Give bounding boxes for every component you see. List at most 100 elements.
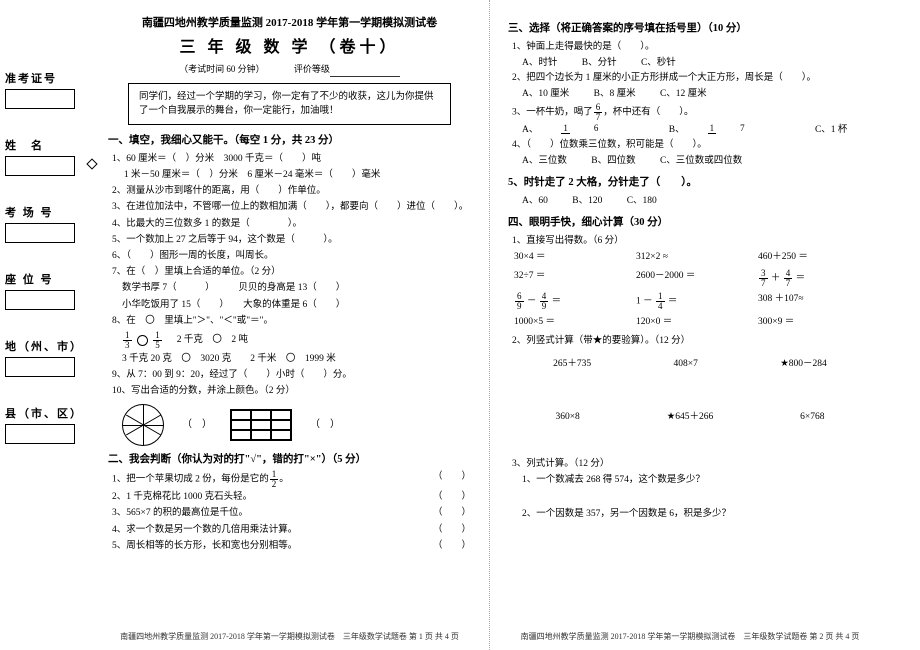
opt: C、1 杯 [815,123,847,138]
q1-7a: 数学书厚 7（ ） 贝贝的身高是 13（ ） [108,281,471,296]
q3-4-opts: A、三位数 B、四位数 C、三位数或四位数 [508,154,872,169]
q4-3b: 2、一个因数是 357，另一个因数是 6，积是多少？ [508,507,872,522]
q3-4: 4、（ ）位数乘三位数，积可能是（ ）。 [508,138,872,153]
paren-blank[interactable]: （ ） [310,417,340,433]
q1-7: 7、在（ ）里填上合适的单位。（2 分） [108,265,471,280]
q1-5: 5、一个数加上 27 之后等于 94，这个数是（ ）。 [108,233,471,248]
margin-label: 座 位 号 [5,271,85,287]
q2-4: 4、求一个数是另一个数的几倍用乘法计算。（ ） [108,523,471,538]
calc-item: ★800－284 [780,357,827,372]
q2-5: 5、周长相等的长方形，长和宽也分别相等。（ ） [108,539,471,554]
work-space [508,431,872,457]
paren-blank[interactable]: （ ） [182,417,212,433]
page-wrap: 准考证号 姓 名 考 场 号 座 位 号 地（州、市） 县（市、区） 南疆四地州… [0,0,920,650]
calc-cell: 69 － 49 ＝ [514,292,628,311]
page-1: 南疆四地州教学质量监测 2017-2018 学年第一学期模拟测试卷 三 年 级 … [90,0,490,650]
margin-item: 地（州、市） [5,338,85,377]
opt: A、16 [522,123,644,138]
margin-label: 考 场 号 [5,204,85,220]
grade-blank[interactable] [330,76,400,77]
calc-cell: 300×9 ＝ [758,315,872,330]
tf-blank[interactable]: （ ） [433,506,471,521]
section-2-head: 二、我会判断（你认为对的打"√"，错的打"×"）（5 分） [108,452,471,469]
intro-box: 同学们，经过一个学期的学习，你一定有了不少的收获，这儿为你提供了一个自我展示的舞… [128,83,451,126]
margin-label: 准考证号 [5,70,85,86]
margin-input-box[interactable] [5,424,75,444]
q1-10: 10、写出合适的分数，并涂上颜色。（2 分） [108,384,471,399]
q1-3: 3、在进位加法中，不管哪一位上的数相加满（ ），都要向（ ）进位（ ）。 [108,200,471,215]
margin-item: 考 场 号 [5,204,85,243]
footer-right: 南疆四地州教学质量监测 2017-2018 学年第一学期模拟测试卷 三年级数学试… [490,631,890,644]
section-3-head: 三、选择（将正确答案的序号填在括号里）（10 分） [508,21,872,38]
doc-title-2: 三 年 级 数 学 （卷十） [108,35,471,61]
opt: B、8 厘米 [594,87,636,102]
q1-9: 9、从 7：00 到 9：20，经过了（ ）小时（ ）分。 [108,368,471,383]
calc-cell: 120×0 ＝ [636,315,750,330]
q1-4: 4、比最大的三位数多 1 的数是（ ）。 [108,217,471,232]
calc-item: 6×768 [800,410,824,425]
opt: B、四位数 [591,154,635,169]
calc-item: 360×8 [555,410,579,425]
calc-item: ★645＋266 [667,410,714,425]
calc-cell: 312×2 ≈ [636,250,750,265]
calc-grid: 30×4 ＝ 312×2 ≈ 460＋250 ＝ 32÷7 ＝ 2600－200… [508,250,872,330]
q1-6: 6、（ ）图形一周的长度，叫周长。 [108,249,471,264]
calc-item: 265＋735 [553,357,591,372]
opt: C、180 [627,194,657,209]
q1-2: 2、测量从沙市到喀什的距离，用（ ）作单位。 [108,184,471,199]
tf-blank[interactable]: （ ） [433,523,471,538]
q2-3: 3、565×7 的积的最高位是千位。（ ） [108,506,471,521]
opt: A、10 厘米 [522,87,569,102]
doc-title-1: 南疆四地州教学质量监测 2017-2018 学年第一学期模拟测试卷 [108,15,471,33]
calc-cell: 32÷7 ＝ [514,269,628,288]
margin-input-box[interactable] [5,89,75,109]
calc-cell: 30×4 ＝ [514,250,628,265]
margin-label: 姓 名 [5,137,85,153]
grade-label: 评价等级 [294,64,330,74]
q1-8: 8、在 〇 里填上"＞"、"＜"或"＝"。 [108,314,471,329]
q3-1: 1、钟面上走得最快的是（ ）。 [508,40,872,55]
opt: B、分针 [582,56,617,71]
shape-row: （ ） （ ） [108,404,471,446]
work-space [508,489,872,507]
tf-blank[interactable]: （ ） [433,490,471,505]
section-1-head: 一、填空，我细心又能干。（每空 1 分，共 23 分） [108,133,471,150]
margin-input-box[interactable] [5,223,75,243]
margin-input-box[interactable] [5,156,75,176]
work-space [508,378,872,404]
tf-blank[interactable]: （ ） [433,470,471,485]
margin-label: 县（市、区） [5,405,85,421]
q3-3a: 3、一杯牛奶，喝了 [512,107,593,117]
calc-cell: 37 ＋ 47 ＝ [758,269,872,288]
section-4-head: 四、眼明手快，细心计算（30 分） [508,215,872,232]
grid-shape-icon [230,409,292,441]
subtitle-row: （考试时间 60 分钟） 评价等级 [108,62,471,76]
margin-item: 座 位 号 [5,271,85,310]
tf-blank[interactable]: （ ） [433,539,471,554]
footer-left: 南疆四地州教学质量监测 2017-2018 学年第一学期模拟测试卷 三年级数学试… [90,631,489,644]
calc-cell: 460＋250 ＝ [758,250,872,265]
q4-sub2: 2、列竖式计算（带★的要验算）。（12 分） [508,334,872,349]
calc-cell: 1000×5 ＝ [514,315,628,330]
q1-1b: 1 米－50 厘米＝（ ）分米 6 厘米－24 毫米＝（ ）毫米 [108,168,471,183]
q2-2: 2、1 千克棉花比 1000 克石头轻。（ ） [108,490,471,505]
compare-circle-icon[interactable] [137,335,148,346]
q3-3: 3、一杯牛奶，喝了67，杯中还有（ ）。 [508,103,872,122]
q1-1a: 1、60 厘米＝（ ）分米 3000 千克＝（ ）吨 [108,152,471,167]
margin-column: 准考证号 姓 名 考 场 号 座 位 号 地（州、市） 县（市、区） [0,0,90,650]
q3-5-opts: A、60 B、120 C、180 [508,194,872,209]
calc-cell: 308 ＋107≈ [758,292,872,311]
margin-item: 县（市、区） [5,405,85,444]
margin-input-box[interactable] [5,357,75,377]
q2-1a: 1、把一个苹果切成 2 份，每份是它的 [112,475,269,485]
q1-8c: 3 千克 20 克 〇 3020 克 2 千米 〇 1999 米 [108,352,471,367]
opt: A、三位数 [522,154,567,169]
q3-3-opts: A、16 B、17 C、1 杯 [508,123,872,138]
q4-3a: 1、一个数减去 268 得 574，这个数是多少？ [508,473,872,488]
q3-3b: ，杯中还有（ ）。 [603,107,693,117]
q3-1-opts: A、时针 B、分针 C、秒针 [508,56,872,71]
margin-input-box[interactable] [5,290,75,310]
calc-item: 408×7 [674,357,698,372]
calc-cell: 2600－2000 ＝ [636,269,750,288]
frac-compare: 13 15 [122,331,163,350]
